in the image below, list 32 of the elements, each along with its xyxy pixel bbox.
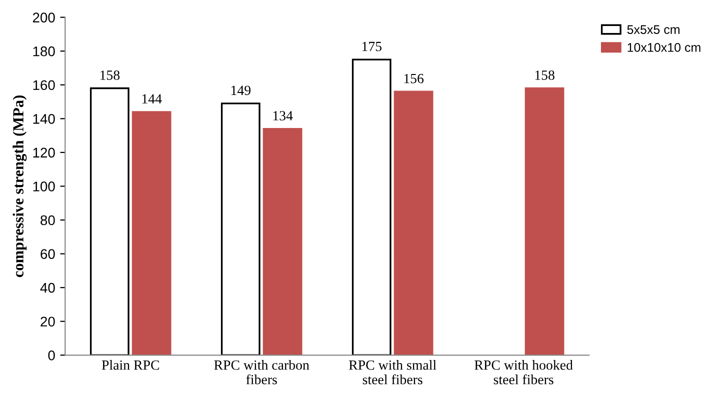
data-label: 149: [231, 86, 250, 96]
data-label: 144: [142, 94, 162, 104]
bar: [394, 90, 434, 356]
bar: [262, 128, 302, 356]
bar: [352, 58, 392, 356]
x-tick-label: RPC with carbon fibers: [214, 360, 310, 384]
data-label: 175: [362, 42, 382, 52]
y-tick-label: 200: [32, 12, 55, 22]
y-tick-label: 180: [33, 46, 55, 56]
bar: [220, 102, 260, 356]
y-tick-label: 60: [40, 249, 55, 259]
x-tick-label: RPC with hooked steel fibers: [474, 360, 573, 384]
legend-label: 5x5x5 cm: [627, 25, 680, 34]
data-label: 156: [404, 74, 424, 84]
y-tick-label: 160: [33, 80, 55, 90]
bar: [90, 87, 130, 356]
y-tick-label: 0: [48, 350, 55, 360]
data-label: 158: [100, 70, 120, 80]
bar: [132, 111, 172, 356]
data-label: 134: [273, 111, 293, 120]
y-axis-title: compressive strength (MPa): [12, 96, 27, 278]
y-tick-label: 100: [33, 182, 55, 192]
y-tick-label: 20: [40, 316, 55, 327]
y-tick-label: 40: [40, 282, 55, 293]
x-tick-label: RPC with small steel fibers: [348, 360, 436, 384]
x-tick-label: Plain RPC: [102, 360, 159, 370]
legend-label: 10x10x10 cm: [628, 43, 700, 52]
y-tick-label: 80: [40, 215, 55, 226]
bar: [524, 87, 564, 356]
data-label: 158: [535, 70, 554, 80]
y-tick-label: 140: [33, 114, 55, 124]
y-tick-label: 120: [33, 148, 55, 158]
